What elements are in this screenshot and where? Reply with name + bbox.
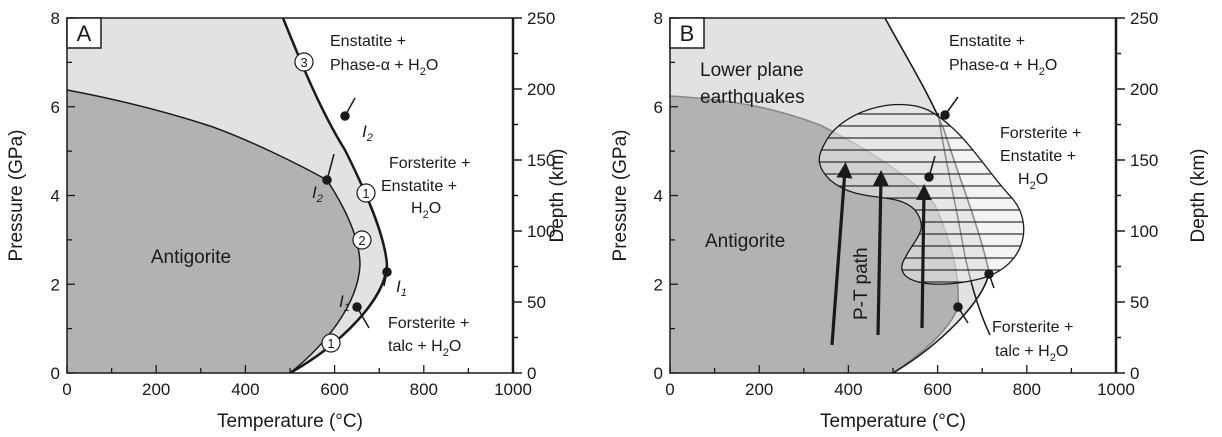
panel-b-y-tick-label: 8 <box>654 9 663 28</box>
panel-a-y-tick-label: 2 <box>51 275 60 294</box>
panel-a-circle-1-lower: 1 <box>321 333 341 353</box>
panel-a-talc-h2o-label: talc + H2O <box>388 338 461 359</box>
panel-a-i1-left: I1 <box>339 292 350 314</box>
panel-a-y-axis-title: Pressure (GPa) <box>6 130 27 262</box>
panel-b-antigorite-label: Antigorite <box>705 231 785 252</box>
panel-a-circle-3: 3 <box>294 52 314 72</box>
panel-b-forsterite-label: Forsterite + <box>1000 125 1081 142</box>
panel-a-circle-2: 2 <box>352 230 372 250</box>
panel-b-y2-axis-title: Depth (km) <box>1188 149 1209 243</box>
panel-a-outer-boundary <box>281 18 389 373</box>
panel-a-y-tick-label: 0 <box>51 364 60 383</box>
panel-a-y2-axis-title: Depth (km) <box>547 149 568 243</box>
panel-b-y2-tick-label: 150 <box>1130 151 1158 170</box>
panel-b-lower-plane-label: Lower plane <box>700 60 804 81</box>
panel-b-y2-tick-label: 250 <box>1130 9 1158 28</box>
panel-a-x-tick-label: 1000 <box>494 380 532 399</box>
panel-a-y2-tick-label: 100 <box>527 222 555 241</box>
panel-a-y-tick-label: 6 <box>51 98 60 117</box>
panel-a-x-tick-label: 0 <box>62 380 71 399</box>
svg-text:1: 1 <box>327 336 334 351</box>
panel-a-phase-alpha-label: Phase-α + H2O <box>330 57 438 78</box>
panel-b-y-tick-label: 6 <box>654 98 663 117</box>
panel-a-antigorite-region <box>67 90 360 373</box>
panel-b-y-tick-label: 0 <box>654 364 663 383</box>
panel-a-y-tick-label: 4 <box>51 187 60 206</box>
svg-text:1: 1 <box>362 186 369 201</box>
panel-a-x-axis-title: Temperature (°C) <box>217 411 363 432</box>
panel-b-axes: 0 200 400 600 800 100002468050100150200250Tem… <box>610 9 1209 432</box>
panel-b-y2-tick-label: 50 <box>1130 293 1149 312</box>
panel-a-letter-box: A <box>66 17 102 49</box>
panel-a-axes: 0 200 400 600 800 100002468050100150200250Tem… <box>6 9 568 432</box>
panel-b-talc-h2o-label: talc + H2O <box>995 343 1068 364</box>
panel-a-x-tick-label: 600 <box>320 380 348 399</box>
panel-b-x-tick-label: 1000 <box>1097 380 1135 399</box>
panel-a-circle-1-upper: 1 <box>356 183 376 203</box>
panel-b-pt-path-label: P-T path <box>851 247 872 320</box>
panel-a-forsterite-label: Forsterite + <box>389 155 470 172</box>
panel-b-y-tick-label: 2 <box>654 275 663 294</box>
panel-b-x-tick-label: 600 <box>923 380 951 399</box>
panel-a-enstatite-2-label: Enstatite + <box>381 178 457 195</box>
panel-a-forsterite-talc-label: Forsterite + <box>388 315 469 332</box>
panel-a-i1-right: I1 <box>396 277 407 299</box>
panel-b-pt-path-arrows <box>830 162 932 346</box>
panel-b-y2-tick-label: 100 <box>1130 222 1158 241</box>
panel-a-invariant-points <box>322 97 392 329</box>
panel-a-x-tick-label: 400 <box>231 380 259 399</box>
panel-b-x-tick-label: 800 <box>1013 380 1041 399</box>
panel-b-phase-alpha-label: Phase-α + H2O <box>949 57 1057 78</box>
panel-a-antigorite-label: Antigorite <box>151 247 231 268</box>
panel-b: B Lower plane earthquakes Antigorite P-T… <box>610 9 1209 432</box>
panel-b-y-axis-title: Pressure (GPa) <box>610 130 631 262</box>
panel-a-i2-upper: I2 <box>362 122 373 144</box>
panel-a-x-tick-label: 800 <box>410 380 438 399</box>
svg-text:2: 2 <box>358 233 365 248</box>
panel-b-x-tick-label: 0 <box>665 380 674 399</box>
panel-a-y2-tick-label: 250 <box>527 9 555 28</box>
panel-b-x-tick-label: 400 <box>834 380 862 399</box>
panel-a-letter: A <box>77 21 92 46</box>
panel-b-invariant-points <box>924 96 995 324</box>
panel-b-y-tick-label: 4 <box>654 187 663 206</box>
panel-a-y-tick-label: 8 <box>51 9 60 28</box>
panel-a-y2-tick-label: 150 <box>527 151 555 170</box>
panel-b-y2-tick-label: 200 <box>1130 80 1158 99</box>
panel-b-h2o-label: H2O <box>1018 171 1048 192</box>
panel-a-y2-tick-label: 0 <box>527 364 536 383</box>
panel-a: 3 1 2 1 A Antigorite Enstatite + Phase-α… <box>6 9 568 432</box>
panel-b-y2-tick-label: 0 <box>1130 364 1139 383</box>
panel-b-earthquakes-label: earthquakes <box>700 87 805 108</box>
panel-b-enstatite-label: Enstatite + <box>949 33 1025 50</box>
panel-a-y2-tick-label: 200 <box>527 80 555 99</box>
panel-a-y2-tick-label: 50 <box>527 293 546 312</box>
panel-b-letter: B <box>680 21 695 46</box>
panel-a-enstatite-label: Enstatite + <box>330 33 406 50</box>
panel-a-i2-lower: I2 <box>312 183 323 205</box>
panel-b-forsterite-talc-label: Forsterite + <box>992 319 1073 336</box>
panel-b-letter-box: B <box>669 17 705 49</box>
panel-b-x-tick-label: 200 <box>745 380 773 399</box>
panel-b-x-axis-title: Temperature (°C) <box>820 411 966 432</box>
panel-a-x-tick-label: 200 <box>142 380 170 399</box>
panel-a-h2o-label: H2O <box>411 200 441 221</box>
panel-b-enstatite-2-label: Enstatite + <box>1000 148 1076 165</box>
svg-text:3: 3 <box>300 55 307 70</box>
